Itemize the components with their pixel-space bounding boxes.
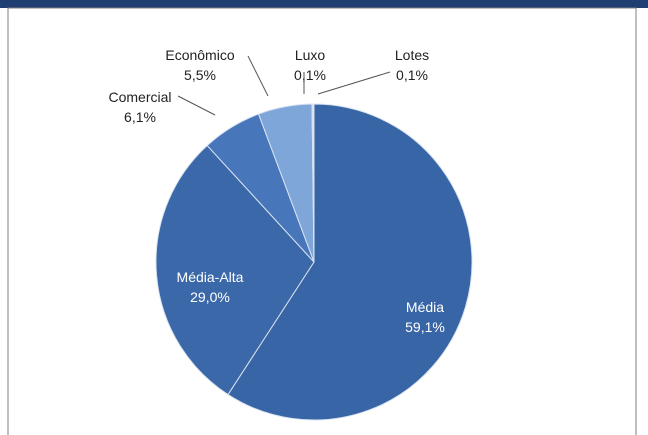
pie-slice bbox=[155, 144, 315, 396]
pie bbox=[155, 103, 473, 421]
slice-category: Lotes bbox=[395, 47, 429, 63]
pie-slice bbox=[312, 103, 315, 263]
header-band bbox=[0, 0, 648, 8]
slice-category: Média-Alta bbox=[177, 269, 244, 285]
leader-line bbox=[177, 95, 216, 116]
leader-line bbox=[247, 55, 269, 97]
slice-label: Lotes 0,1% bbox=[395, 47, 429, 83]
slice-label: Média-Alta 29,0% bbox=[177, 269, 244, 305]
slice-value: 29,0% bbox=[190, 289, 230, 305]
pie-slice bbox=[227, 103, 473, 421]
slice-category: Luxo bbox=[295, 47, 326, 63]
slice-value: 5,5% bbox=[184, 67, 216, 83]
slice-value: 59,1% bbox=[405, 319, 445, 335]
slice-label: Média 59,1% bbox=[405, 299, 445, 335]
slice-value: 0,1% bbox=[294, 67, 326, 83]
slice-value: 6,1% bbox=[124, 109, 156, 125]
slice-category: Média bbox=[406, 299, 444, 315]
slice-value: 0,1% bbox=[396, 67, 428, 83]
slice-label: Econômico 5,5% bbox=[165, 47, 234, 83]
leader-line bbox=[317, 71, 391, 95]
slice-category: Econômico bbox=[165, 47, 234, 63]
slice-category: Comercial bbox=[108, 89, 171, 105]
slice-label: Comercial 6,1% bbox=[108, 89, 171, 125]
slice-label: Luxo 0,1% bbox=[294, 47, 326, 83]
